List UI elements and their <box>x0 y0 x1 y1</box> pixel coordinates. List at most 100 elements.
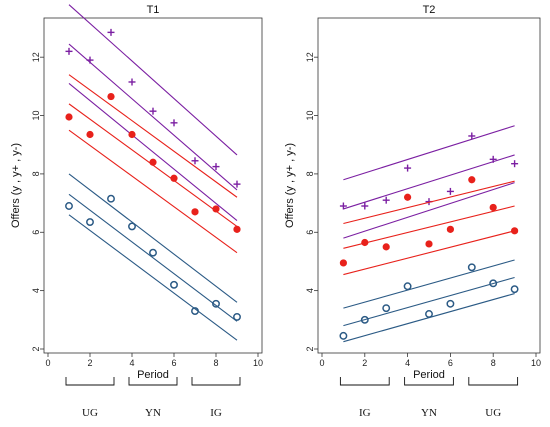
phase-brackets: UG YN IG <box>65 377 241 419</box>
x-tick-label: 10 <box>531 358 541 368</box>
series-circle <box>339 259 519 343</box>
series-dot <box>65 74 241 254</box>
plot-frame <box>43 17 263 354</box>
data-point <box>128 130 136 139</box>
data-point <box>86 218 94 227</box>
phase-bracket <box>191 377 241 386</box>
data-point <box>339 331 348 340</box>
chart-title: T2 <box>423 4 436 16</box>
data-point <box>361 202 369 210</box>
data-point <box>404 164 412 172</box>
data-point <box>170 119 178 127</box>
x-tick-label: 2 <box>87 358 92 368</box>
data-point <box>233 225 241 233</box>
data-point <box>489 155 497 163</box>
data-point <box>107 194 115 203</box>
phase-bracket <box>65 377 115 386</box>
y-tick-label: 12 <box>305 52 315 62</box>
ci-lower-line <box>343 230 515 276</box>
x-tick-label: 0 <box>45 358 50 368</box>
fit-line <box>343 276 515 327</box>
plot-frame <box>317 17 541 354</box>
data-point <box>339 259 347 267</box>
data-point <box>191 157 199 165</box>
x-tick-label: 4 <box>129 358 134 368</box>
ci-upper-line <box>68 74 238 198</box>
phase-label: IG <box>210 407 222 419</box>
data-point <box>128 78 136 86</box>
series-plus <box>339 125 519 239</box>
x-tick-label: 10 <box>253 358 263 368</box>
data-point <box>446 299 455 308</box>
data-point <box>467 263 476 272</box>
y-tick-label: 10 <box>305 111 315 121</box>
data-point <box>425 310 433 318</box>
data-point <box>149 107 157 115</box>
chart-panel-1: T1 2 4 6 8 10 12 0 2 4 6 8 10 Period Offers (y , y+ , … <box>10 4 263 419</box>
phase-label: YN <box>145 407 161 419</box>
fit-line <box>343 205 515 249</box>
data-point <box>191 307 199 316</box>
data-point <box>361 238 369 247</box>
data-point <box>107 28 115 36</box>
series-plus <box>65 4 241 222</box>
y-tick-label: 8 <box>305 171 315 176</box>
y-tick-label: 10 <box>31 111 41 121</box>
y-tick-label: 2 <box>31 346 41 351</box>
data-point <box>65 202 73 210</box>
ci-upper-line <box>68 4 238 156</box>
x-axis-label: Period <box>413 369 445 381</box>
x-tick-label: 6 <box>171 358 176 368</box>
data-point <box>468 132 476 140</box>
data-point <box>489 203 497 212</box>
phase-brackets: IG YN UG <box>339 377 519 419</box>
phase-bracket <box>468 377 519 386</box>
x-tick-label: 2 <box>362 358 367 368</box>
data-point <box>446 225 454 233</box>
chart-title: T1 <box>147 4 160 16</box>
data-point <box>511 160 519 168</box>
data-point <box>233 312 241 321</box>
data-point <box>86 56 94 64</box>
data-point <box>65 113 73 121</box>
phase-bracket <box>339 377 390 386</box>
data-point <box>191 208 199 216</box>
ci-upper-line <box>343 125 515 181</box>
ci-upper-line <box>343 180 515 225</box>
y-tick-label: 12 <box>31 52 41 62</box>
data-point <box>425 240 433 248</box>
data-point <box>149 158 157 166</box>
data-point <box>446 187 454 195</box>
series-dot <box>339 176 519 276</box>
data-point <box>65 47 73 55</box>
x-tick-label: 4 <box>405 358 410 368</box>
y-axis-label: Offers (y , y+ , y-) <box>284 143 296 228</box>
data-point <box>510 285 519 294</box>
ci-upper-line <box>343 259 515 309</box>
data-point <box>149 248 157 257</box>
data-point <box>403 282 412 291</box>
fit-line <box>68 43 238 191</box>
ci-upper-line <box>68 173 238 303</box>
fit-line <box>68 193 238 322</box>
x-axis-label: Period <box>137 369 169 381</box>
y-tick-label: 8 <box>31 171 41 176</box>
x-tick-label: 8 <box>491 358 496 368</box>
y-tick-label: 4 <box>305 288 315 293</box>
data-point <box>233 180 241 188</box>
data-point <box>170 174 178 182</box>
ci-lower-line <box>68 214 238 341</box>
chart-panel-2: T2 2 4 6 8 10 12 0 2 4 6 8 10 Period Offers (y , y+ , … <box>284 4 541 419</box>
data-point <box>360 315 369 324</box>
data-point <box>212 163 220 171</box>
ci-lower-line <box>68 83 238 222</box>
data-point <box>382 196 390 204</box>
y-tick-label: 6 <box>31 230 41 235</box>
y-tick-label: 4 <box>31 288 41 293</box>
ci-lower-line <box>68 129 238 254</box>
data-point <box>212 205 220 213</box>
data-point <box>489 279 498 288</box>
data-point <box>468 176 476 184</box>
x-tick-label: 6 <box>448 358 453 368</box>
data-point <box>510 227 519 235</box>
